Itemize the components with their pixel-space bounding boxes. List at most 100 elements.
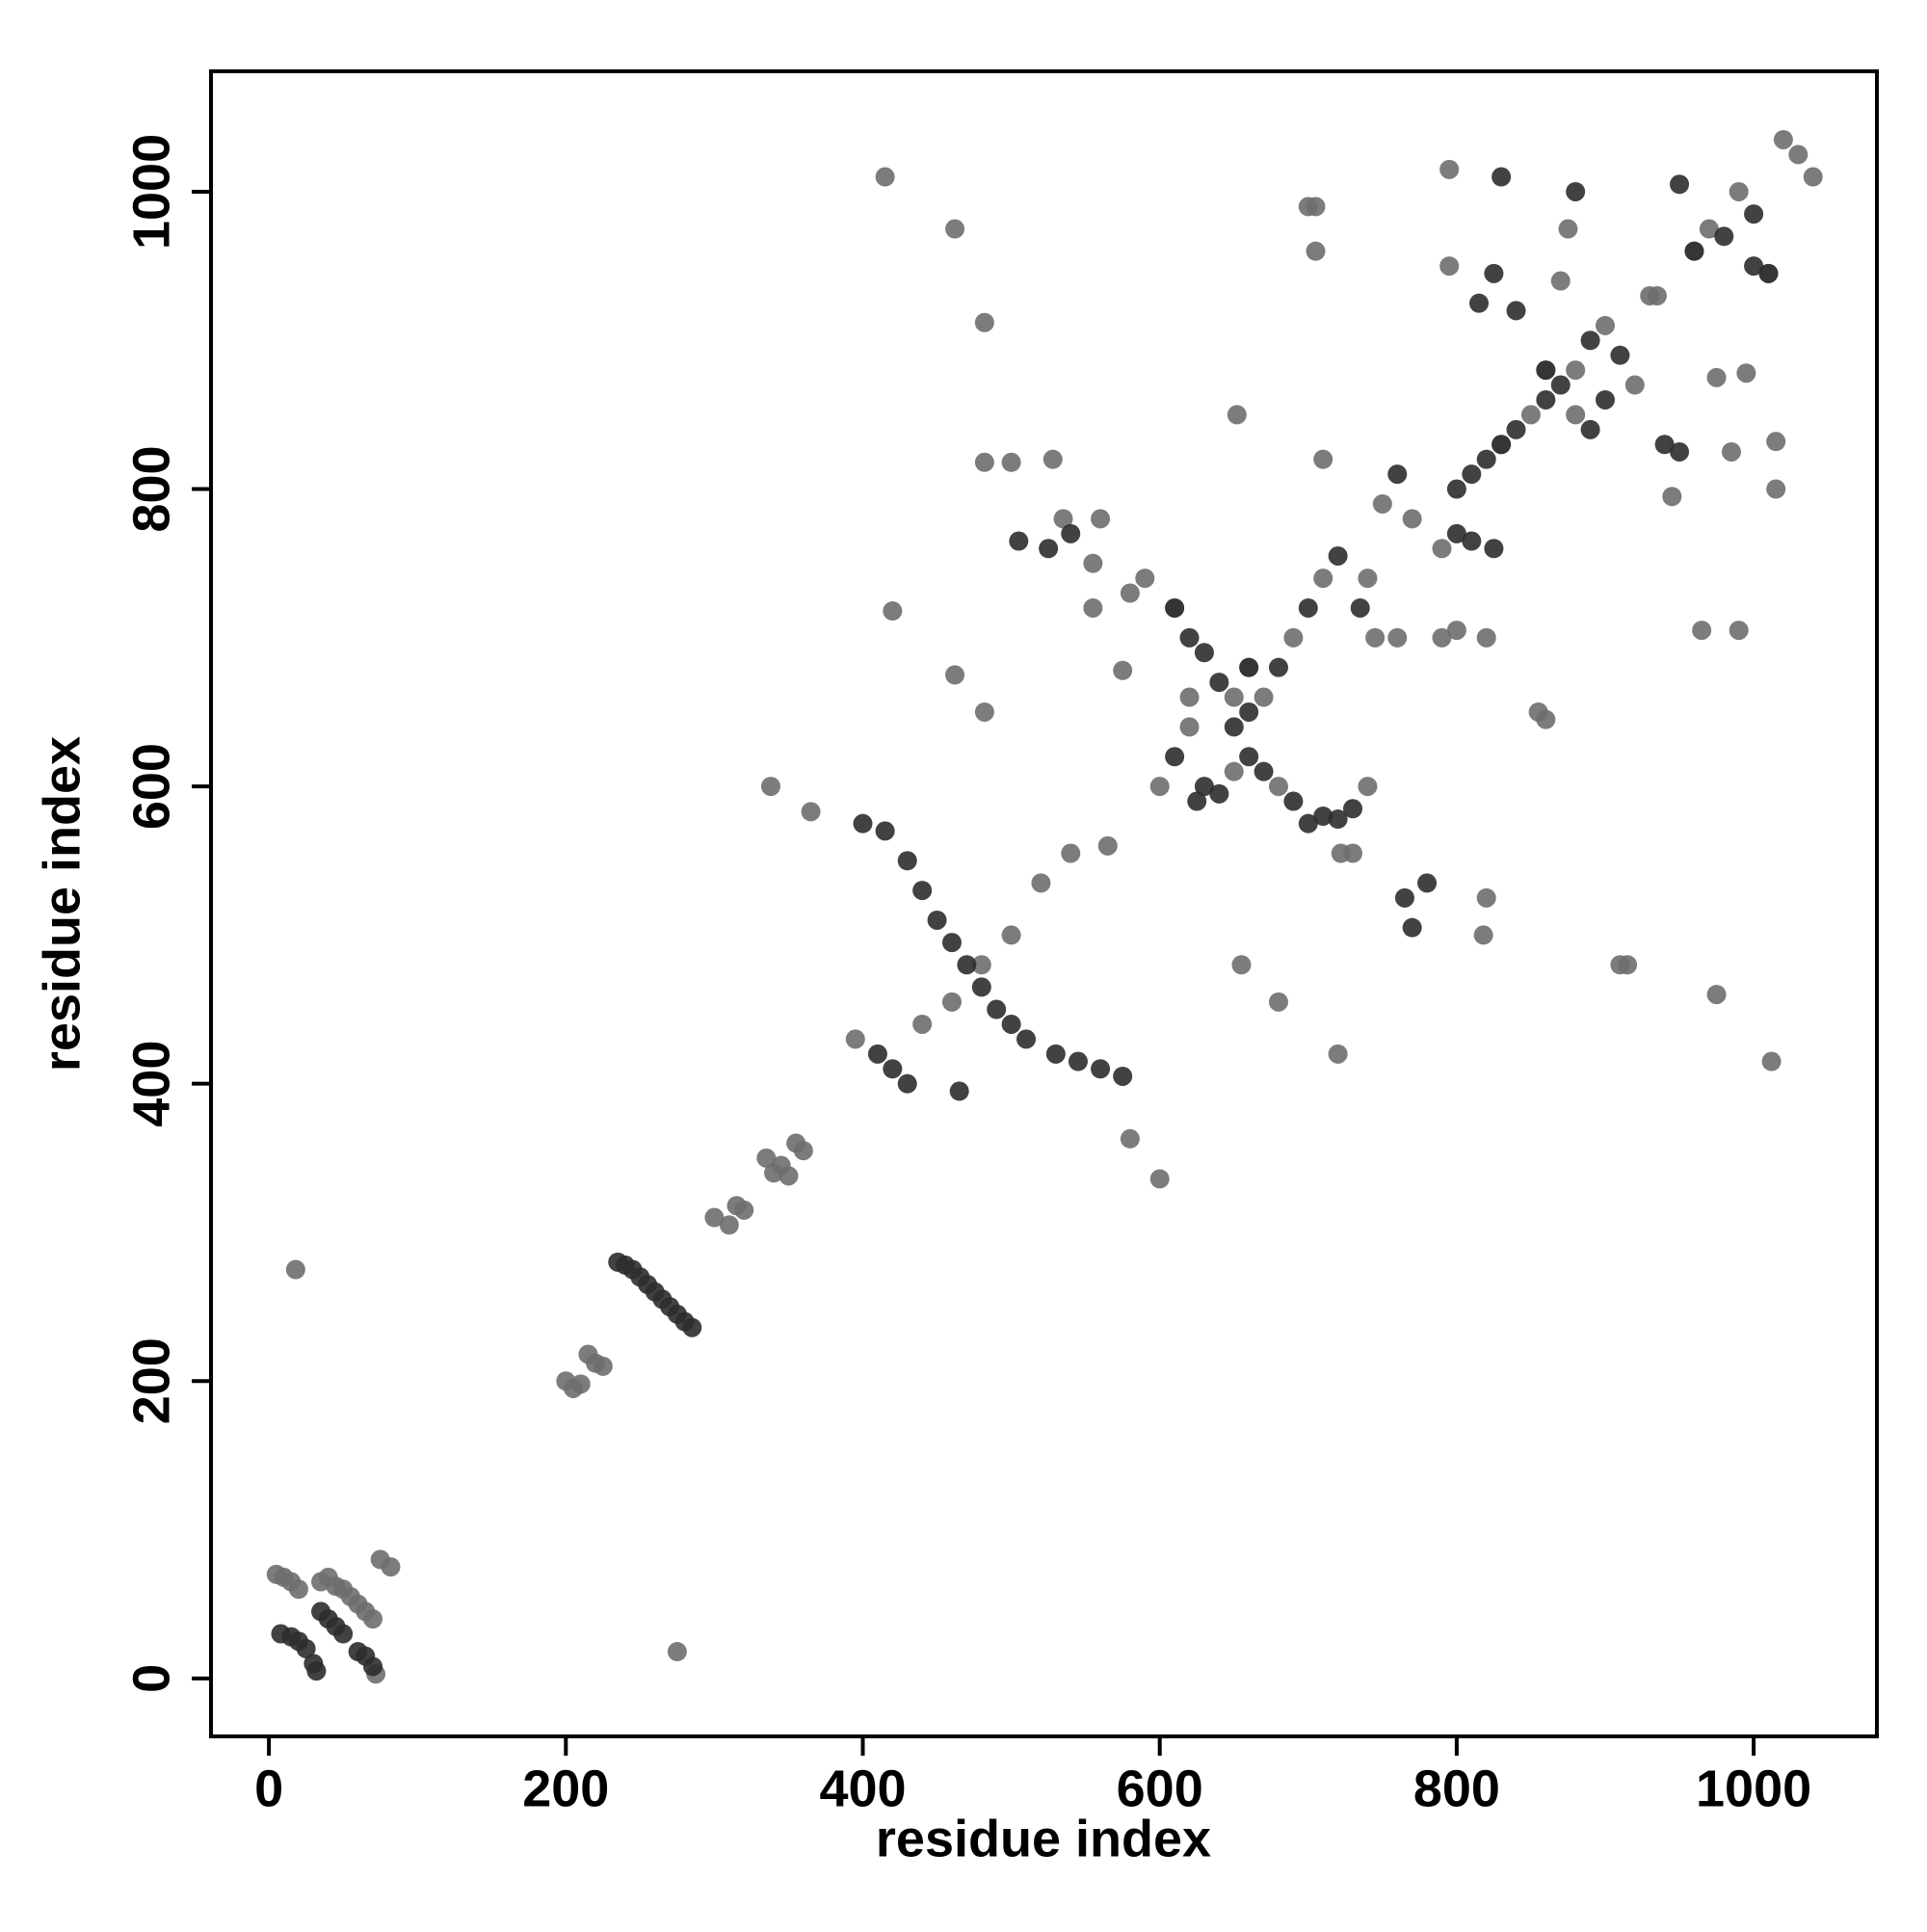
point	[1595, 389, 1615, 410]
point	[1120, 1128, 1140, 1149]
point	[1120, 583, 1140, 603]
point	[1506, 419, 1526, 439]
point	[1068, 1051, 1088, 1072]
point	[1224, 687, 1244, 707]
point	[593, 1356, 613, 1376]
x-tick-label: 400	[819, 1760, 906, 1817]
point	[853, 813, 873, 834]
point	[1135, 569, 1155, 589]
point	[1506, 301, 1526, 321]
point	[1043, 449, 1063, 469]
point	[1580, 419, 1600, 439]
point	[1402, 509, 1422, 529]
point	[1365, 627, 1386, 648]
point	[1469, 293, 1490, 313]
y-tick-label: 400	[122, 1041, 180, 1127]
point	[1595, 315, 1615, 335]
point	[1372, 493, 1392, 514]
point	[1224, 761, 1244, 781]
point	[1699, 219, 1719, 239]
point	[1149, 1169, 1170, 1189]
point	[1083, 597, 1103, 618]
point	[1439, 159, 1460, 179]
point	[1766, 479, 1786, 499]
point	[1758, 263, 1779, 283]
x-tick-label: 600	[1117, 1760, 1203, 1817]
point	[1194, 777, 1214, 797]
point	[1039, 539, 1059, 559]
point	[1744, 256, 1764, 277]
point	[1091, 509, 1111, 529]
point	[1654, 435, 1675, 455]
point	[1439, 256, 1460, 277]
point	[1350, 597, 1370, 618]
y-tick-label: 1000	[122, 134, 180, 250]
point	[1268, 657, 1288, 677]
point	[704, 1207, 725, 1228]
point	[801, 802, 821, 822]
point	[941, 933, 962, 953]
point	[1165, 747, 1185, 767]
point	[1061, 843, 1081, 863]
point	[1766, 432, 1786, 452]
point	[1298, 813, 1318, 834]
point	[570, 1374, 591, 1394]
point	[1209, 673, 1229, 693]
point	[941, 992, 962, 1012]
point	[1761, 1051, 1782, 1072]
y-tick-label: 800	[122, 445, 180, 532]
point	[1313, 569, 1333, 589]
point	[1194, 643, 1214, 663]
point	[1550, 271, 1571, 291]
point	[1165, 597, 1185, 618]
point	[1328, 1044, 1348, 1064]
point	[362, 1656, 383, 1677]
point	[1536, 360, 1556, 381]
point	[1566, 181, 1586, 201]
point	[1239, 701, 1259, 722]
point	[987, 999, 1007, 1019]
point	[734, 1200, 754, 1220]
point	[1520, 405, 1541, 425]
point	[1729, 621, 1749, 641]
point	[1306, 241, 1326, 261]
point	[1179, 687, 1200, 707]
point	[1721, 441, 1741, 462]
point	[1446, 523, 1466, 543]
point	[719, 1215, 739, 1235]
point	[1298, 597, 1318, 618]
point	[756, 1148, 777, 1168]
point	[1227, 405, 1247, 425]
point	[1558, 219, 1578, 239]
point	[1343, 843, 1363, 863]
point	[1714, 226, 1734, 247]
point	[1536, 389, 1556, 410]
point	[1536, 709, 1556, 729]
point	[1803, 167, 1823, 187]
point	[974, 312, 994, 332]
point	[1647, 285, 1667, 305]
point	[1624, 375, 1645, 395]
y-tick-label: 0	[122, 1664, 180, 1693]
x-tick-label: 1000	[1696, 1760, 1811, 1817]
point	[682, 1317, 702, 1337]
point	[1179, 627, 1200, 648]
point	[1387, 627, 1408, 648]
point	[1670, 174, 1690, 195]
point	[1113, 1066, 1133, 1086]
point	[1729, 181, 1749, 201]
point	[1491, 435, 1512, 455]
point	[897, 1073, 917, 1094]
point	[1618, 955, 1638, 975]
point	[381, 1557, 401, 1577]
point	[1283, 791, 1304, 811]
point	[957, 955, 977, 975]
point	[912, 881, 933, 901]
point	[1476, 627, 1496, 648]
point	[1179, 717, 1200, 737]
point	[1239, 657, 1259, 677]
point	[1231, 955, 1252, 975]
point	[1053, 509, 1073, 529]
point	[1097, 835, 1118, 856]
